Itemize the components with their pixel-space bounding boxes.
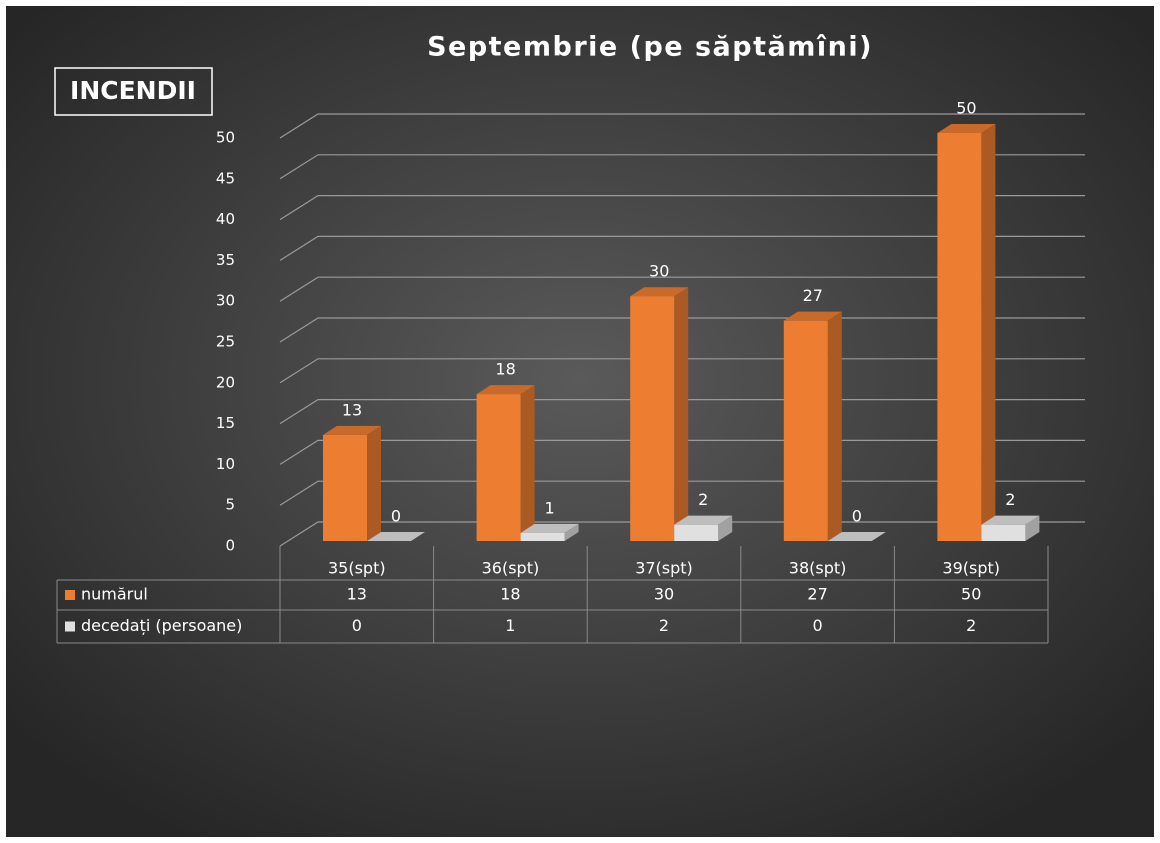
y-tick-label: 0 [225,537,235,555]
bar-top [783,311,842,321]
label: INCENDII [70,76,196,105]
bar [981,524,1026,541]
legend-label: numărul [81,585,148,604]
bar-side [367,425,381,541]
grid-line [279,195,1085,221]
data-label: 30 [649,262,669,281]
data-label: 2 [698,490,708,509]
data-label: 2 [1005,490,1015,509]
y-tick-label: 40 [216,210,235,228]
bar-side [674,287,689,541]
table-value: 2 [659,616,669,635]
y-tick-label: 15 [216,414,235,432]
y-tick-label: 35 [216,251,235,269]
bar-top [520,523,579,533]
bar [937,133,982,541]
y-tick-label: 20 [216,373,235,391]
grid-line [279,113,1085,139]
y-tick-label: 30 [216,292,235,310]
bar [476,394,521,541]
label-box [54,67,213,116]
x-tick-label: 35(spt) [328,559,386,578]
table-value: 0 [813,616,823,635]
bar-top [674,515,733,525]
data-label: 27 [803,286,823,305]
grid-line [279,276,1085,302]
table-value: 13 [347,585,367,604]
x-tick-label: 39(spt) [942,559,1000,578]
bar-top [476,385,535,395]
data-label: 13 [342,400,362,419]
bar [783,320,828,541]
bar-top [827,532,886,541]
bar [630,296,675,541]
bar-top [323,425,381,435]
table-value: 0 [352,616,362,635]
bar-side [564,523,579,541]
data-label: 50 [956,99,976,118]
x-tick-label: 37(spt) [635,559,693,578]
legend-label: decedați (persoane) [81,616,242,635]
y-tick-label: 25 [216,333,235,351]
legend-swatch [65,590,75,600]
data-label: 0 [391,507,401,526]
table-value: 50 [961,585,981,604]
bar-side [718,515,733,541]
table-value: 1 [505,616,515,635]
data-label: 1 [545,498,555,517]
bar-top [367,532,425,541]
legend-swatch [65,621,75,632]
chart-title: Septembrie (pe săptămîni) [427,32,873,63]
x-tick-label: 36(spt) [482,559,540,578]
data-label: 0 [852,507,862,526]
y-tick-label: 10 [216,455,235,473]
grid-line [279,154,1085,180]
y-tick-label: 50 [216,129,235,147]
bar-side [827,311,842,541]
bar-side [1025,515,1040,541]
table-value: 30 [654,585,674,604]
x-tick-label: 38(spt) [789,559,847,578]
bar-side [981,124,996,541]
bar-side [520,385,535,541]
bar [323,434,367,541]
bar [520,532,565,541]
bar-top [937,124,996,133]
bar-top [630,287,689,297]
bar-top [981,515,1040,525]
data-label: 18 [495,360,515,379]
table-value: 18 [500,585,520,604]
table-value: 2 [966,616,976,635]
y-tick-label: 5 [225,496,235,514]
grid-line [279,235,1085,261]
table-value: 27 [807,585,827,604]
bar [674,524,719,541]
y-tick-label: 45 [216,169,235,187]
